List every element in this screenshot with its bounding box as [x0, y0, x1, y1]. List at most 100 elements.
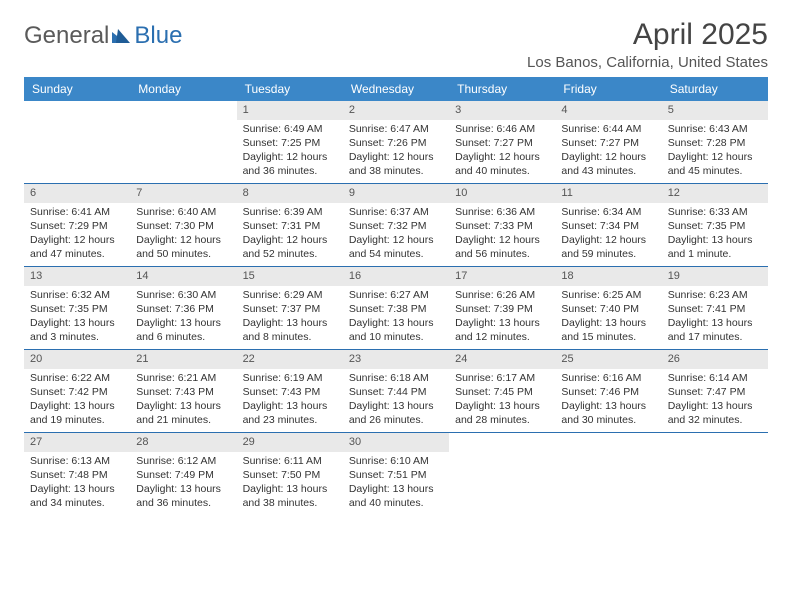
day-number: 24	[449, 350, 555, 369]
day-number: 12	[662, 184, 768, 203]
sunrise-line: Sunrise: 6:23 AM	[668, 288, 762, 302]
day-number: 2	[343, 101, 449, 120]
day-details: Sunrise: 6:39 AMSunset: 7:31 PMDaylight:…	[237, 203, 343, 266]
daylight-line: Daylight: 13 hours and 32 minutes.	[668, 399, 762, 427]
sunrise-line: Sunrise: 6:47 AM	[349, 122, 443, 136]
calendar-day-cell: 12Sunrise: 6:33 AMSunset: 7:35 PMDayligh…	[662, 184, 768, 266]
sunset-line: Sunset: 7:45 PM	[455, 385, 549, 399]
sunrise-line: Sunrise: 6:36 AM	[455, 205, 549, 219]
calendar-day-cell: 27Sunrise: 6:13 AMSunset: 7:48 PMDayligh…	[24, 433, 130, 515]
day-details: Sunrise: 6:12 AMSunset: 7:49 PMDaylight:…	[130, 452, 236, 515]
sunrise-line: Sunrise: 6:43 AM	[668, 122, 762, 136]
day-details: Sunrise: 6:13 AMSunset: 7:48 PMDaylight:…	[24, 452, 130, 515]
sunset-line: Sunset: 7:42 PM	[30, 385, 124, 399]
calendar-day-cell: 6Sunrise: 6:41 AMSunset: 7:29 PMDaylight…	[24, 184, 130, 266]
daylight-line: Daylight: 12 hours and 36 minutes.	[243, 150, 337, 178]
calendar-day-cell: 2Sunrise: 6:47 AMSunset: 7:26 PMDaylight…	[343, 101, 449, 183]
day-number: 17	[449, 267, 555, 286]
calendar-day-cell: 4Sunrise: 6:44 AMSunset: 7:27 PMDaylight…	[555, 101, 661, 183]
day-number: 9	[343, 184, 449, 203]
daylight-line: Daylight: 13 hours and 40 minutes.	[349, 482, 443, 510]
calendar-day-cell: 7Sunrise: 6:40 AMSunset: 7:30 PMDaylight…	[130, 184, 236, 266]
day-details: Sunrise: 6:18 AMSunset: 7:44 PMDaylight:…	[343, 369, 449, 432]
day-details: Sunrise: 6:16 AMSunset: 7:46 PMDaylight:…	[555, 369, 661, 432]
day-details: Sunrise: 6:30 AMSunset: 7:36 PMDaylight:…	[130, 286, 236, 349]
daylight-line: Daylight: 12 hours and 56 minutes.	[455, 233, 549, 261]
day-number: 21	[130, 350, 236, 369]
day-number: 25	[555, 350, 661, 369]
daylight-line: Daylight: 13 hours and 38 minutes.	[243, 482, 337, 510]
weekday-header-cell: Sunday	[24, 77, 130, 101]
sunrise-line: Sunrise: 6:39 AM	[243, 205, 337, 219]
day-number: 23	[343, 350, 449, 369]
sunrise-line: Sunrise: 6:21 AM	[136, 371, 230, 385]
sunrise-line: Sunrise: 6:40 AM	[136, 205, 230, 219]
calendar-day-cell: 18Sunrise: 6:25 AMSunset: 7:40 PMDayligh…	[555, 267, 661, 349]
day-number: 3	[449, 101, 555, 120]
sunset-line: Sunset: 7:28 PM	[668, 136, 762, 150]
sunset-line: Sunset: 7:27 PM	[561, 136, 655, 150]
calendar-day-cell: 28Sunrise: 6:12 AMSunset: 7:49 PMDayligh…	[130, 433, 236, 515]
calendar-empty-cell	[449, 433, 555, 515]
calendar-day-cell: 9Sunrise: 6:37 AMSunset: 7:32 PMDaylight…	[343, 184, 449, 266]
sunrise-line: Sunrise: 6:17 AM	[455, 371, 549, 385]
page-header: General Blue April 2025 Los Banos, Calif…	[24, 18, 768, 71]
calendar-empty-cell	[555, 433, 661, 515]
day-details: Sunrise: 6:32 AMSunset: 7:35 PMDaylight:…	[24, 286, 130, 349]
day-number: 15	[237, 267, 343, 286]
daylight-line: Daylight: 12 hours and 43 minutes.	[561, 150, 655, 178]
weekday-header-cell: Monday	[130, 77, 236, 101]
sunset-line: Sunset: 7:51 PM	[349, 468, 443, 482]
day-details: Sunrise: 6:26 AMSunset: 7:39 PMDaylight:…	[449, 286, 555, 349]
day-number: 26	[662, 350, 768, 369]
sunset-line: Sunset: 7:46 PM	[561, 385, 655, 399]
sunset-line: Sunset: 7:41 PM	[668, 302, 762, 316]
month-title: April 2025	[527, 18, 768, 52]
brand-triangle-icon	[112, 22, 132, 50]
sunset-line: Sunset: 7:32 PM	[349, 219, 443, 233]
sunrise-line: Sunrise: 6:34 AM	[561, 205, 655, 219]
day-number: 13	[24, 267, 130, 286]
calendar-day-cell: 13Sunrise: 6:32 AMSunset: 7:35 PMDayligh…	[24, 267, 130, 349]
day-details: Sunrise: 6:37 AMSunset: 7:32 PMDaylight:…	[343, 203, 449, 266]
brand-blue: Blue	[134, 22, 182, 50]
calendar-day-cell: 10Sunrise: 6:36 AMSunset: 7:33 PMDayligh…	[449, 184, 555, 266]
sunrise-line: Sunrise: 6:49 AM	[243, 122, 337, 136]
calendar-day-cell: 3Sunrise: 6:46 AMSunset: 7:27 PMDaylight…	[449, 101, 555, 183]
calendar-day-cell: 21Sunrise: 6:21 AMSunset: 7:43 PMDayligh…	[130, 350, 236, 432]
calendar-body: 1Sunrise: 6:49 AMSunset: 7:25 PMDaylight…	[24, 101, 768, 515]
daylight-line: Daylight: 12 hours and 52 minutes.	[243, 233, 337, 261]
daylight-line: Daylight: 13 hours and 3 minutes.	[30, 316, 124, 344]
day-number: 19	[662, 267, 768, 286]
sunset-line: Sunset: 7:30 PM	[136, 219, 230, 233]
day-details: Sunrise: 6:29 AMSunset: 7:37 PMDaylight:…	[237, 286, 343, 349]
sunset-line: Sunset: 7:40 PM	[561, 302, 655, 316]
day-number: 29	[237, 433, 343, 452]
day-details: Sunrise: 6:27 AMSunset: 7:38 PMDaylight:…	[343, 286, 449, 349]
day-number: 1	[237, 101, 343, 120]
calendar-day-cell: 19Sunrise: 6:23 AMSunset: 7:41 PMDayligh…	[662, 267, 768, 349]
calendar-day-cell: 24Sunrise: 6:17 AMSunset: 7:45 PMDayligh…	[449, 350, 555, 432]
brand-logo: General Blue	[24, 22, 182, 50]
sunset-line: Sunset: 7:34 PM	[561, 219, 655, 233]
day-number: 28	[130, 433, 236, 452]
daylight-line: Daylight: 13 hours and 10 minutes.	[349, 316, 443, 344]
calendar-day-cell: 15Sunrise: 6:29 AMSunset: 7:37 PMDayligh…	[237, 267, 343, 349]
sunrise-line: Sunrise: 6:41 AM	[30, 205, 124, 219]
calendar-empty-cell	[24, 101, 130, 183]
day-details: Sunrise: 6:46 AMSunset: 7:27 PMDaylight:…	[449, 120, 555, 183]
day-details: Sunrise: 6:14 AMSunset: 7:47 PMDaylight:…	[662, 369, 768, 432]
daylight-line: Daylight: 12 hours and 40 minutes.	[455, 150, 549, 178]
day-number: 8	[237, 184, 343, 203]
calendar-week-row: 1Sunrise: 6:49 AMSunset: 7:25 PMDaylight…	[24, 101, 768, 183]
sunrise-line: Sunrise: 6:25 AM	[561, 288, 655, 302]
daylight-line: Daylight: 13 hours and 23 minutes.	[243, 399, 337, 427]
calendar-day-cell: 30Sunrise: 6:10 AMSunset: 7:51 PMDayligh…	[343, 433, 449, 515]
calendar-week-row: 27Sunrise: 6:13 AMSunset: 7:48 PMDayligh…	[24, 432, 768, 515]
day-details: Sunrise: 6:43 AMSunset: 7:28 PMDaylight:…	[662, 120, 768, 183]
day-details: Sunrise: 6:40 AMSunset: 7:30 PMDaylight:…	[130, 203, 236, 266]
sunset-line: Sunset: 7:35 PM	[668, 219, 762, 233]
sunset-line: Sunset: 7:43 PM	[243, 385, 337, 399]
daylight-line: Daylight: 13 hours and 8 minutes.	[243, 316, 337, 344]
sunrise-line: Sunrise: 6:19 AM	[243, 371, 337, 385]
